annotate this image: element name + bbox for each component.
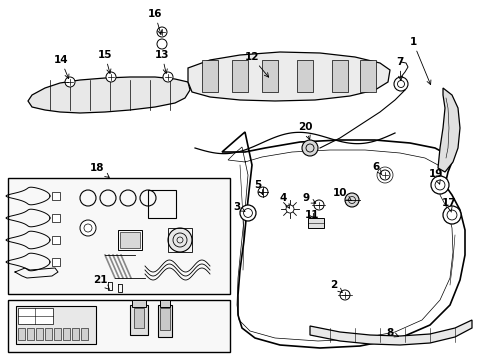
Polygon shape <box>187 52 389 101</box>
Text: 19: 19 <box>428 169 442 184</box>
Bar <box>168 228 192 252</box>
Bar <box>72 328 79 340</box>
Bar <box>18 308 53 324</box>
Circle shape <box>168 228 192 252</box>
Bar <box>134 308 143 328</box>
Text: 14: 14 <box>54 55 69 78</box>
Text: 17: 17 <box>441 198 455 212</box>
Circle shape <box>302 140 317 156</box>
Polygon shape <box>28 77 190 113</box>
Circle shape <box>345 193 358 207</box>
Bar <box>118 230 142 250</box>
Text: 7: 7 <box>395 57 403 80</box>
Text: 1: 1 <box>408 37 430 85</box>
Text: 2: 2 <box>330 280 342 293</box>
Text: 5: 5 <box>254 180 262 194</box>
Bar <box>45 328 52 340</box>
Text: 15: 15 <box>98 50 112 73</box>
Bar <box>148 190 176 218</box>
Text: 4: 4 <box>279 193 289 208</box>
Circle shape <box>430 176 448 194</box>
Bar <box>16 306 96 344</box>
Bar <box>160 308 170 330</box>
Polygon shape <box>222 132 464 348</box>
Bar <box>52 214 60 222</box>
Circle shape <box>258 187 267 197</box>
Bar <box>359 60 375 92</box>
Text: 18: 18 <box>90 163 109 177</box>
Bar <box>307 218 324 228</box>
Bar <box>18 328 25 340</box>
Circle shape <box>163 72 173 82</box>
Bar <box>331 60 347 92</box>
Circle shape <box>65 77 75 87</box>
Text: 9: 9 <box>302 193 315 203</box>
Text: 6: 6 <box>372 162 381 175</box>
Bar <box>132 300 146 307</box>
Text: 8: 8 <box>386 328 398 338</box>
Circle shape <box>379 170 389 180</box>
Bar <box>120 232 140 248</box>
Circle shape <box>339 290 349 300</box>
Text: 3: 3 <box>233 202 244 212</box>
Circle shape <box>157 27 167 37</box>
Text: 20: 20 <box>297 122 312 140</box>
Text: 13: 13 <box>154 50 169 73</box>
Bar <box>54 328 61 340</box>
Circle shape <box>240 205 256 221</box>
Bar <box>8 178 229 294</box>
Polygon shape <box>309 320 471 345</box>
Bar <box>36 328 43 340</box>
Circle shape <box>313 200 324 210</box>
Circle shape <box>106 72 116 82</box>
Text: 16: 16 <box>147 9 162 35</box>
Bar <box>27 328 34 340</box>
Bar <box>262 60 278 92</box>
Bar <box>231 60 247 92</box>
Bar <box>63 328 70 340</box>
Bar <box>52 236 60 244</box>
Circle shape <box>285 205 293 213</box>
Bar <box>202 60 218 92</box>
Bar <box>130 305 148 335</box>
Text: 12: 12 <box>244 52 268 77</box>
Polygon shape <box>437 88 459 172</box>
Text: 11: 11 <box>304 210 319 220</box>
Circle shape <box>157 39 167 49</box>
Bar <box>52 192 60 200</box>
Circle shape <box>393 77 407 91</box>
Circle shape <box>80 220 96 236</box>
Bar <box>296 60 312 92</box>
Text: 10: 10 <box>332 188 351 201</box>
Bar <box>160 300 170 307</box>
Bar <box>52 258 60 266</box>
Bar <box>81 328 88 340</box>
Circle shape <box>442 206 460 224</box>
Bar <box>158 305 172 337</box>
Text: 21: 21 <box>93 275 109 289</box>
Bar <box>8 300 229 352</box>
